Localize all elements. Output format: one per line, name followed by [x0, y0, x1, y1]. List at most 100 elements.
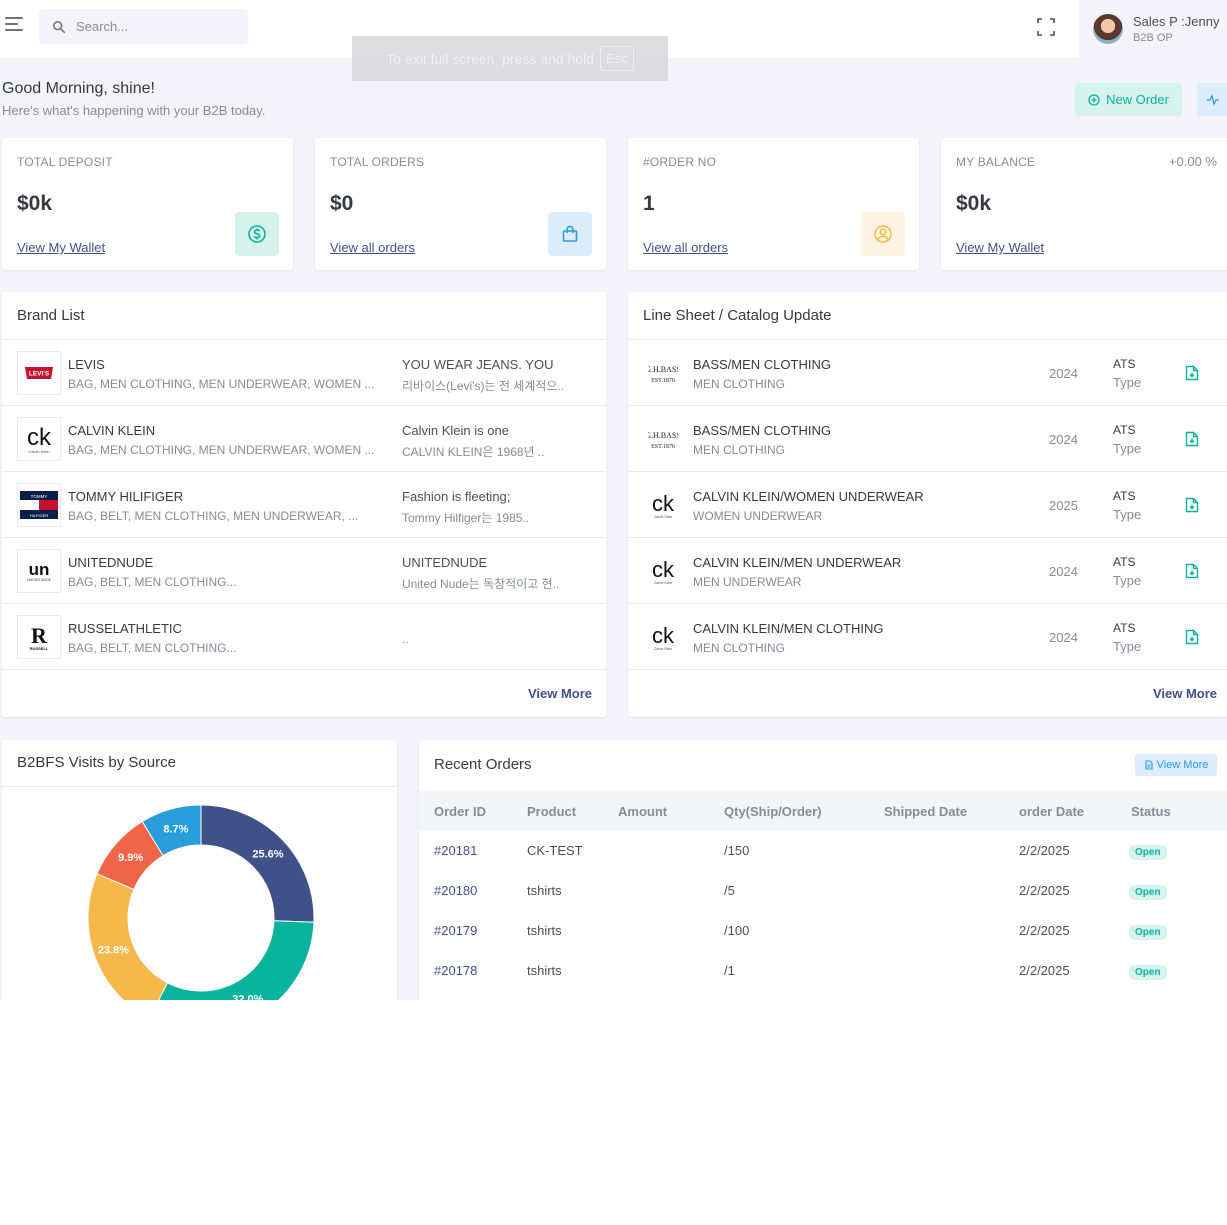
brand-name: RUSSELATHLETIC [68, 621, 182, 636]
dashboard-app: Sales P :Jenny B2B OP To exit full scree… [0, 0, 1227, 1000]
user-circle-icon [874, 225, 892, 243]
order-id-link[interactable]: #20180 [434, 883, 478, 898]
stat-card-total-deposit: TOTAL DEPOSIT $0k View My Wallet [2, 138, 293, 270]
balance-change: +0.00 % [1168, 154, 1217, 169]
fullscreen-icon[interactable] [1037, 18, 1055, 36]
table-row[interactable]: #20178 tshirts /1 2/2/2025 Open [419, 951, 1227, 991]
view-all-orders-link[interactable]: View all orders [330, 240, 416, 255]
line-sheet-row[interactable]: ck Calvin Klein CALVIN KLEIN/MEN CLOTHING… [628, 604, 1227, 670]
brand-categories: BAG, BELT, MEN CLOTHING, MEN UNDERWEAR, … [68, 509, 359, 523]
order-date: 2/2/2025 [1019, 923, 1070, 938]
file-download-icon[interactable] [1185, 629, 1199, 645]
user-menu[interactable]: Sales P :Jenny B2B OP [1079, 0, 1227, 58]
file-list-icon [1145, 760, 1153, 770]
file-download-icon[interactable] [1185, 365, 1199, 381]
stat-card-my-balance: MY BALANCE +0.00 % $0k View My Wallet [941, 138, 1227, 270]
line-sheet-name: BASS/MEN CLOTHING [693, 357, 831, 372]
fullscreen-toast: To exit full screen, press and hold Esc [352, 36, 668, 81]
order-qty: /1 [724, 963, 735, 978]
search-box[interactable] [39, 9, 248, 44]
col-order-id: Order ID [434, 804, 487, 819]
svg-text:R: R [31, 623, 48, 648]
brand-description: Fashion is fleeting; [402, 489, 511, 504]
activity-button[interactable] [1197, 83, 1227, 116]
donut-slice[interactable] [149, 920, 315, 1000]
line-sheet-row[interactable]: ck Calvin Klein CALVIN KLEIN/WOMEN UNDERW… [628, 472, 1227, 538]
brand-list-view-more-link[interactable]: View More [527, 686, 592, 701]
greeting-title: Good Morning, shine! [2, 80, 155, 97]
stat-label: MY BALANCE [956, 155, 1036, 169]
brand-row-calvin-klein[interactable]: ck Calvin Klein CALVIN KLEIN BAG, MEN CLO… [2, 406, 606, 472]
brand-row-levis[interactable]: LEVI'S LEVIS BAG, MEN CLOTHING, MEN UNDE… [2, 340, 606, 406]
col-shipped-date: Shipped Date [884, 804, 968, 819]
united-nude-logo: un UNITED NUDE [17, 549, 61, 593]
table-row[interactable]: #20181 CK-TEST /150 2/2/2025 Open [419, 831, 1227, 871]
brand-description: UNITEDNUDE [402, 555, 488, 570]
file-download-icon[interactable] [1185, 431, 1199, 447]
svg-text:Calvin Klein: Calvin Klein [654, 647, 673, 651]
line-sheet-type-label: Type [1113, 639, 1142, 654]
line-sheet-year: 2025 [1049, 498, 1078, 513]
table-row[interactable]: #20179 tshirts /100 2/2/2025 Open [419, 911, 1227, 951]
svg-text:ck: ck [652, 491, 675, 516]
line-sheet-view-more-link[interactable]: View More [1152, 686, 1217, 701]
svg-text:Calvin Klein: Calvin Klein [654, 581, 673, 585]
search-input[interactable] [76, 19, 226, 34]
line-sheet-card: Line Sheet / Catalog Update G.H.BASS EST.… [628, 292, 1227, 717]
line-sheet-row[interactable]: ck Calvin Klein CALVIN KLEIN/MEN UNDERWEA… [628, 538, 1227, 604]
view-all-orders-link[interactable]: View all orders [643, 240, 729, 255]
stat-icon-box [548, 212, 592, 256]
tommy-hilfiger-logo: TOMMY HILFIGER [17, 483, 61, 527]
donut-slice[interactable] [141, 804, 202, 857]
table-row[interactable]: #20180 tshirts /5 2/2/2025 Open [419, 871, 1227, 911]
stat-icon-box [235, 212, 279, 256]
stat-label: TOTAL ORDERS [330, 155, 425, 169]
view-my-wallet-link[interactable]: View My Wallet [956, 240, 1045, 255]
brand-description-kr: 리바이스(Levi's)는 전 세계적으.. [402, 379, 565, 393]
svg-text:HILFIGER: HILFIGER [30, 513, 49, 518]
brand-row-united-nude[interactable]: un UNITED NUDE UNITEDNUDE BAG, BELT, MEN … [2, 538, 606, 604]
order-id-link[interactable]: #20181 [434, 843, 478, 858]
line-sheet-type-label: Type [1113, 573, 1142, 588]
line-sheet-type: ATS [1113, 423, 1136, 437]
order-qty: /5 [724, 883, 735, 898]
order-date: 2/2/2025 [1019, 883, 1070, 898]
donut-slice-label: 23.8% [98, 945, 129, 957]
new-order-button[interactable]: New Order [1075, 83, 1182, 116]
line-sheet-row[interactable]: G.H.BASS EST.1876 BASS/MEN CLOTHING MEN C… [628, 406, 1227, 472]
order-id-link[interactable]: #20178 [434, 963, 478, 978]
hamburger-menu-icon[interactable] [5, 17, 25, 37]
brand-row-russell-athletic[interactable]: R RUSSELL RUSSELATHLETIC BAG, BELT, MEN C… [2, 604, 606, 670]
line-sheet-year: 2024 [1049, 366, 1078, 381]
order-id-link[interactable]: #20179 [434, 923, 478, 938]
brand-row-tommy-hilfiger[interactable]: TOMMY HILFIGER TOMMY HILIFIGER BAG, BELT,… [2, 472, 606, 538]
recent-orders-view-more-button[interactable]: View More [1135, 754, 1217, 776]
visits-title: B2BFS Visits by Source [17, 754, 176, 771]
line-sheet-row[interactable]: G.H.BASS EST.1876 BASS/MEN CLOTHING MEN C… [628, 340, 1227, 406]
donut-slice[interactable] [87, 873, 169, 1000]
plus-circle-icon [1088, 93, 1100, 106]
donut-slice-label: 25.6% [252, 848, 283, 860]
status-badge: Open [1129, 965, 1167, 980]
line-sheet-name: CALVIN KLEIN/MEN UNDERWEAR [693, 555, 902, 570]
gh-bass-logo: G.H.BASS EST.1876 [643, 354, 683, 394]
col-amount: Amount [618, 804, 668, 819]
stat-value: $0 [330, 192, 354, 215]
svg-text:LEVI'S: LEVI'S [29, 371, 50, 378]
line-sheet-name: BASS/MEN CLOTHING [693, 423, 831, 438]
line-sheet-type-label: Type [1113, 441, 1142, 456]
line-sheet-category: MEN CLOTHING [693, 641, 786, 655]
line-sheet-category: MEN CLOTHING [693, 443, 786, 457]
file-download-icon[interactable] [1185, 497, 1199, 513]
donut-slice[interactable] [200, 804, 315, 923]
svg-text:EST.1876: EST.1876 [651, 378, 675, 384]
brand-description: Calvin Klein is one [402, 423, 509, 438]
recent-orders-title: Recent Orders [434, 756, 532, 773]
order-date: 2/2/2025 [1019, 963, 1070, 978]
file-download-icon[interactable] [1185, 563, 1199, 579]
order-product: tshirts [527, 883, 562, 898]
calvin-klein-logo: ck Calvin Klein [643, 486, 683, 526]
brand-categories: BAG, MEN CLOTHING, MEN UNDERWEAR, WOMEN … [68, 443, 375, 457]
view-my-wallet-link[interactable]: View My Wallet [17, 240, 106, 255]
brand-categories: BAG, MEN CLOTHING, MEN UNDERWEAR, WOMEN … [68, 377, 375, 391]
